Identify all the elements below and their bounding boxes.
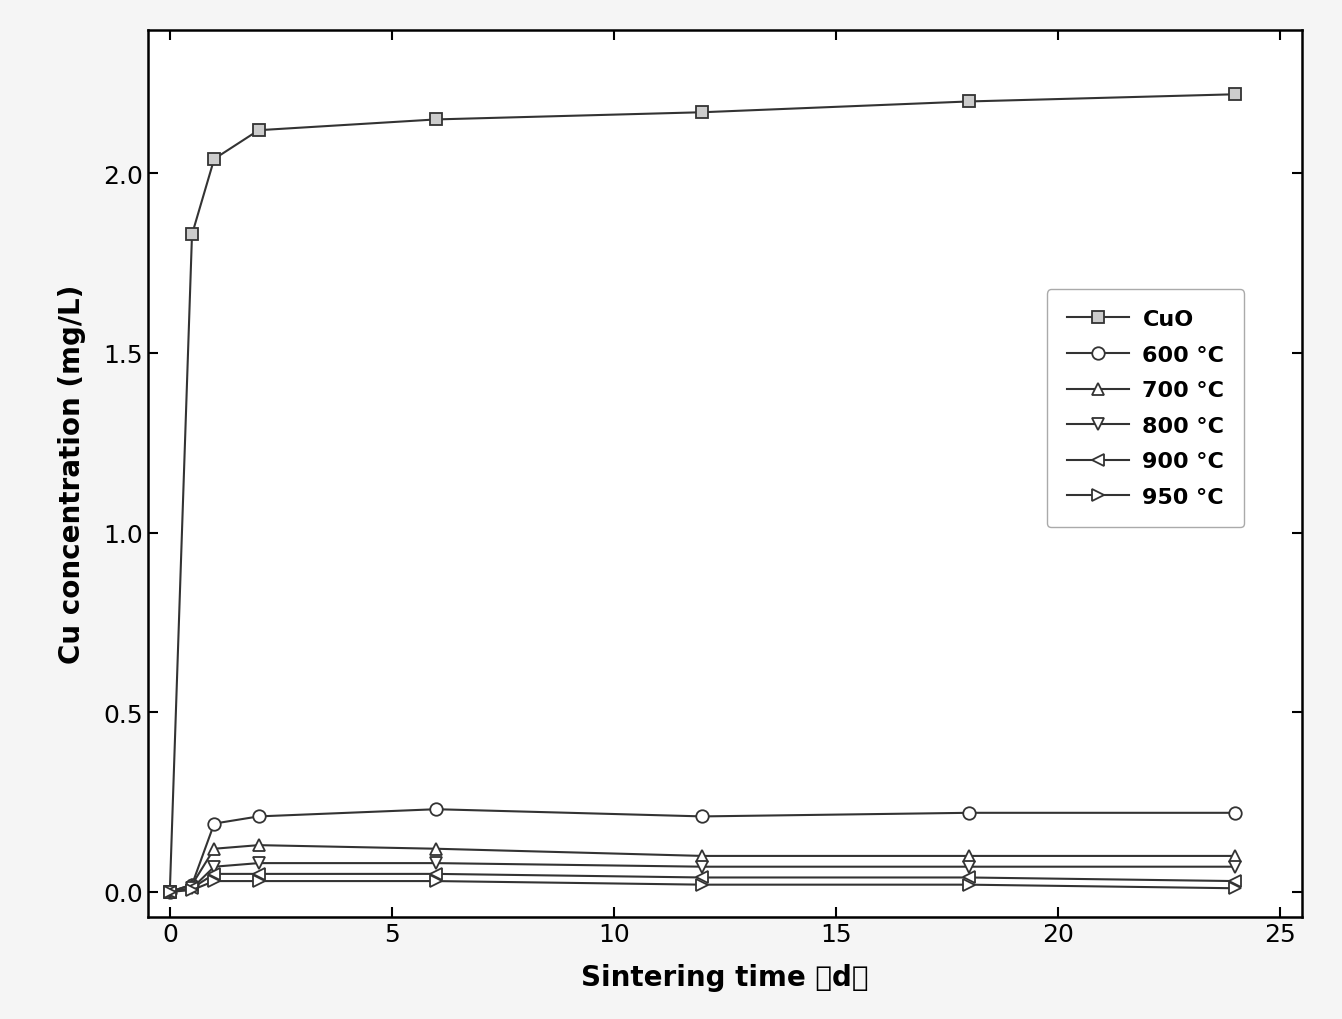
CuO [184,229,200,242]
X-axis label: Sintering time （d）: Sintering time （d） [581,963,868,990]
600 °C [251,810,267,822]
CuO [1227,89,1243,101]
800 °C [1227,861,1243,873]
Line: 800 °C: 800 °C [164,857,1241,898]
950 °C [207,875,223,888]
900 °C [428,868,444,880]
CuO [428,114,444,126]
600 °C [961,807,977,819]
950 °C [162,886,178,898]
Line: CuO: CuO [164,89,1241,898]
900 °C [207,868,223,880]
Line: 950 °C: 950 °C [164,875,1241,898]
700 °C [961,850,977,862]
800 °C [961,861,977,873]
900 °C [162,886,178,898]
CuO [961,96,977,108]
600 °C [207,817,223,829]
800 °C [184,882,200,895]
CuO [162,886,178,898]
600 °C [184,878,200,891]
700 °C [694,850,710,862]
Line: 700 °C: 700 °C [164,839,1241,898]
600 °C [1227,807,1243,819]
800 °C [207,861,223,873]
950 °C [961,878,977,891]
700 °C [207,843,223,855]
950 °C [251,875,267,888]
Line: 900 °C: 900 °C [164,868,1241,898]
800 °C [251,857,267,869]
800 °C [162,886,178,898]
700 °C [251,840,267,852]
700 °C [428,843,444,855]
Legend: CuO, 600 °C, 700 °C, 800 °C, 900 °C, 950 °C: CuO, 600 °C, 700 °C, 800 °C, 900 °C, 950… [1047,289,1244,528]
950 °C [184,884,200,897]
CuO [694,107,710,119]
600 °C [428,803,444,815]
700 °C [184,878,200,891]
600 °C [162,886,178,898]
600 °C [694,810,710,822]
800 °C [428,857,444,869]
900 °C [1227,875,1243,888]
900 °C [961,871,977,883]
950 °C [694,878,710,891]
900 °C [251,868,267,880]
CuO [207,154,223,166]
700 °C [162,886,178,898]
800 °C [694,861,710,873]
950 °C [428,875,444,888]
Line: 600 °C: 600 °C [164,803,1241,898]
Y-axis label: Cu concentration (mg/L): Cu concentration (mg/L) [58,284,86,663]
CuO [251,125,267,138]
950 °C [1227,882,1243,895]
900 °C [184,882,200,895]
900 °C [694,871,710,883]
700 °C [1227,850,1243,862]
